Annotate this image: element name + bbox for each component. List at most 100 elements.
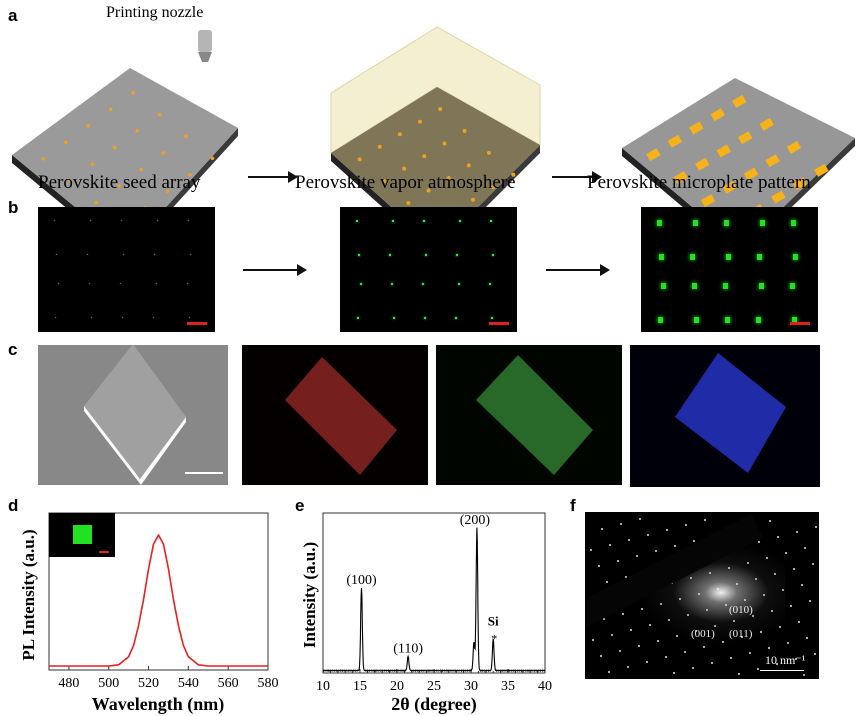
perovskite-seed — [90, 162, 95, 166]
diffraction-spot — [785, 552, 787, 554]
x-tick-label: 540 — [178, 676, 199, 691]
perovskite-microplate — [673, 171, 688, 185]
diffraction-spot — [809, 600, 811, 602]
fluorescent-spot — [724, 220, 729, 226]
perovskite-seed — [41, 157, 46, 161]
diffraction-spot — [749, 652, 751, 654]
fluorescent-spot — [759, 283, 764, 289]
diffraction-spot — [757, 668, 759, 670]
perovskite-seed — [165, 189, 170, 194]
fluorescent-spot — [756, 317, 761, 323]
perovskite-microplate — [765, 154, 780, 168]
diffraction-spot — [711, 662, 713, 664]
perovskite-microplate — [792, 177, 808, 191]
fluorescent-spot — [190, 254, 192, 256]
perovskite-microplate — [716, 144, 731, 158]
scale-bar — [489, 322, 509, 325]
pl-spectrum-chart: PL Intensity (a.u.) Wavelength (nm) 480 5… — [19, 512, 279, 715]
x-tick-label: 480 — [58, 676, 79, 691]
perovskite-seed — [210, 156, 215, 161]
fluorescent-spot — [55, 317, 57, 319]
perovskite-microplate — [646, 148, 661, 162]
fluorescent-spot — [723, 283, 728, 289]
fluorescent-spot — [358, 254, 360, 257]
x-tick-label: 15 — [353, 679, 367, 694]
x-tick-label: 40 — [538, 679, 552, 694]
perovskite-seed — [462, 129, 467, 134]
fluorescent-spot — [392, 220, 394, 223]
perovskite-microplate — [700, 194, 716, 208]
diffraction-spot — [798, 621, 800, 623]
panel-label-a: a — [8, 6, 18, 25]
x-tick-label: 25 — [427, 679, 441, 694]
perovskite-seed — [418, 119, 423, 124]
perovskite-seed — [108, 107, 113, 112]
substrate-2-top — [331, 87, 540, 248]
perovskite-microplate — [732, 94, 747, 108]
diffraction-spot — [793, 568, 795, 570]
perovskite-seed — [357, 157, 362, 162]
spot-label-010: (010) — [729, 604, 753, 616]
diffraction-spot — [601, 528, 603, 530]
y-axis-label: PL Intensity (a.u.) — [19, 529, 38, 660]
fluorescent-spot — [490, 220, 492, 223]
xrd-curve — [322, 527, 546, 673]
scale-bar — [187, 322, 207, 325]
spot-label-001: (001) — [691, 628, 715, 640]
fluorescent-spot — [456, 254, 458, 257]
fluorescent-spot — [726, 254, 731, 260]
arrow-icon — [546, 264, 610, 276]
inset-microplate — [73, 525, 92, 544]
fluorescent-spot — [659, 254, 664, 260]
x-tick-label: 10 — [316, 679, 330, 694]
fluorescent-spot — [360, 283, 362, 286]
sem-image — [38, 345, 228, 485]
fluorescent-spot — [187, 283, 189, 285]
peak-label: (110) — [393, 642, 423, 657]
pl-curve — [49, 534, 268, 667]
spot-label-011: (011) — [729, 628, 753, 640]
x-tick-label: 560 — [218, 676, 239, 691]
fluorescent-spot — [725, 317, 730, 323]
perovskite-seed — [442, 141, 447, 146]
eds-map-blue — [630, 345, 820, 487]
diffraction-spot — [627, 666, 629, 668]
x-axis-label: Wavelength (nm) — [92, 694, 225, 715]
fluorescent-spot — [489, 283, 491, 286]
diffraction-spot — [722, 641, 724, 643]
fluorescent-spot — [122, 317, 124, 319]
fluorescent-spot — [58, 283, 60, 285]
perovskite-seed — [397, 132, 402, 137]
perovskite-microplate — [737, 131, 753, 145]
caption-seed-array: Perovskite seed array — [38, 172, 201, 193]
perovskite-seed — [438, 107, 443, 112]
fluorescent-spot — [692, 283, 697, 289]
perovskite-seed — [64, 140, 68, 145]
panel-label-b: b — [8, 198, 19, 217]
perovskite-seed — [116, 184, 121, 188]
fluorescent-spot — [793, 254, 798, 260]
diffraction-spot — [796, 531, 798, 533]
diffraction-spot — [611, 634, 613, 636]
diffraction-spot — [738, 673, 740, 675]
diffraction-spot — [815, 526, 817, 528]
arrow-icon — [243, 264, 307, 276]
diffraction-spot — [609, 544, 611, 546]
perovskite-seed — [466, 163, 471, 168]
fluorescent-spot — [188, 220, 190, 222]
diffraction-spot — [795, 658, 797, 660]
perovskite-seed — [112, 145, 117, 150]
fluorescent-spot — [491, 317, 493, 320]
fluorescent-spot — [690, 254, 695, 260]
fluorescent-spot — [424, 317, 426, 320]
fluorescent-spot — [657, 220, 662, 226]
peak-label: Si — [488, 614, 499, 629]
perovskite-microplate — [759, 117, 774, 131]
diffraction-spot — [790, 605, 792, 607]
xrd-chart: Intensity (a.u.) 2θ (degree) 10 15 20 25 30 3… — [300, 512, 552, 715]
fluorescent-spot — [89, 283, 91, 285]
perovskite-seed — [471, 197, 476, 202]
perovskite-microplate — [771, 190, 786, 204]
perovskite-microplate — [743, 167, 759, 181]
perovskite-microplate — [695, 157, 710, 171]
